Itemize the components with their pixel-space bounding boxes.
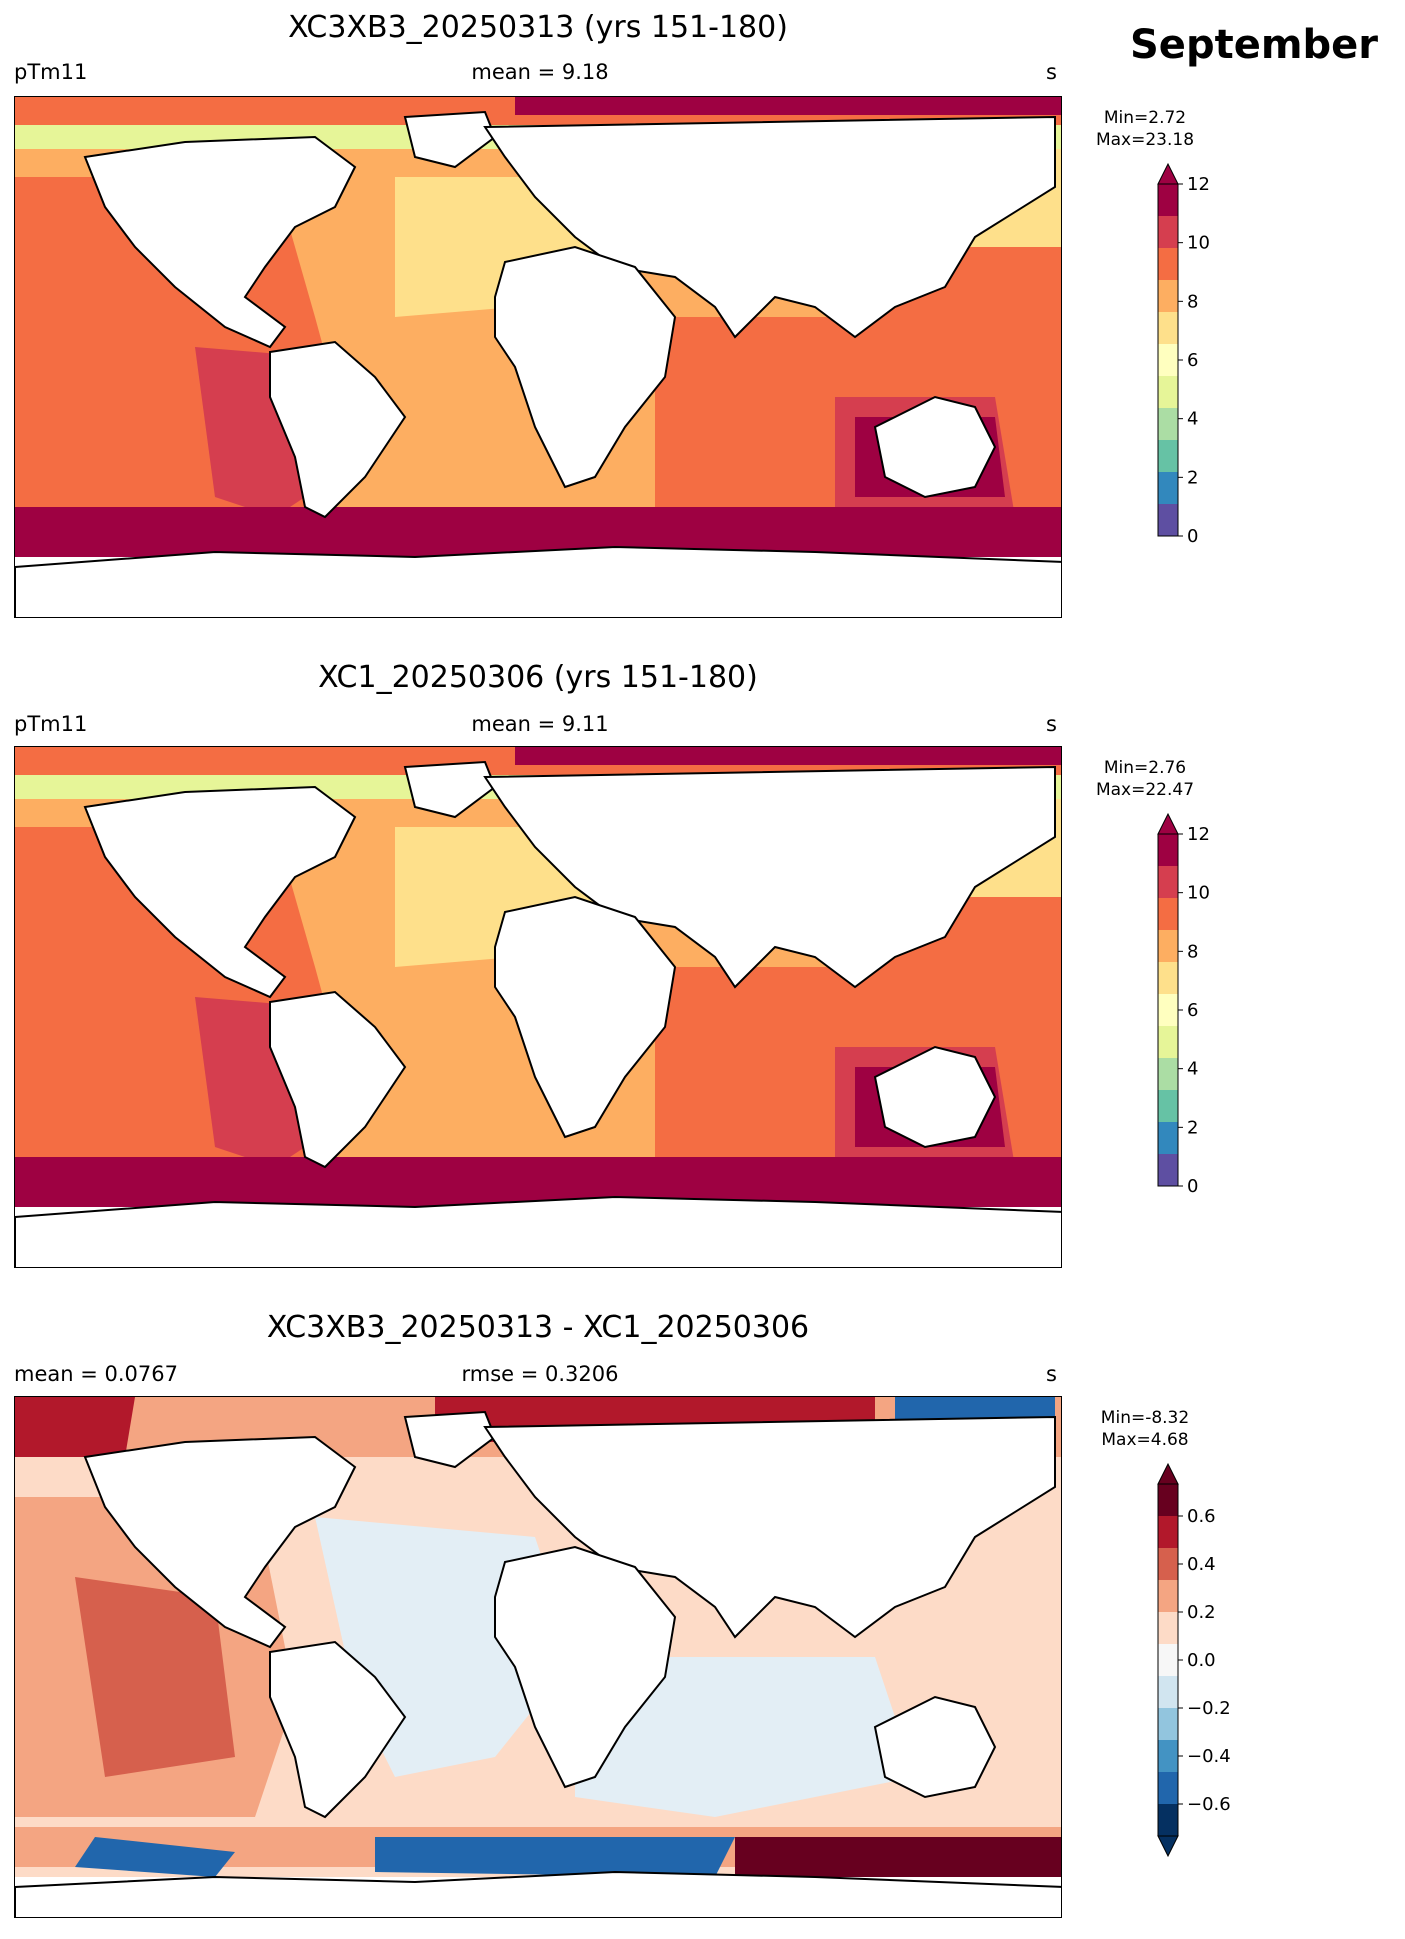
colorbar-level [1158, 1676, 1178, 1709]
panel-2-mean: mean = 9.11 [471, 712, 609, 736]
colorbar-tick-label: 4 [1187, 409, 1198, 430]
colorbar-tick-label: 6 [1187, 1000, 1198, 1021]
colorbar-extend-top [1157, 812, 1179, 835]
colorbar-level [1158, 248, 1178, 281]
colorbar-level [1158, 184, 1178, 217]
panel-2-variable: pTm11 [14, 712, 88, 736]
panel-3-map [14, 1396, 1062, 1918]
colorbar-tick-label: 0.6 [1187, 1506, 1216, 1527]
colorbar-extend-top [1157, 162, 1179, 185]
colorbar-level [1158, 1772, 1178, 1805]
colorbar-extend-top [1157, 1462, 1179, 1485]
panel-1-map [14, 96, 1062, 618]
colorbar-tick-label: 0 [1187, 1176, 1198, 1197]
colorbar-level [1158, 1122, 1178, 1155]
panel-3-title: XC3XB3_20250313 - XC1_20250306 [266, 1310, 810, 1345]
colorbar-level [1158, 312, 1178, 345]
panel-2-max: Max=22.47 [1095, 780, 1195, 800]
panel-3-rmse: rmse = 0.3206 [461, 1362, 619, 1386]
colorbar-level [1158, 898, 1178, 931]
panel-2-colorbar: 12 10 8 6 4 2 0 [1150, 810, 1290, 1210]
panel-1-min: Min=2.72 [1103, 108, 1187, 128]
colorbar-level [1158, 834, 1178, 867]
colorbar-level [1158, 866, 1178, 899]
colorbar-tick-label: −0.4 [1187, 1746, 1231, 1767]
colorbar-level [1158, 1804, 1178, 1837]
colorbar-level [1158, 994, 1178, 1027]
colorbar-level [1158, 1580, 1178, 1613]
panel-3-colorbar-svg: 0.6 0.4 0.2 0.0 −0.2 −0.4 −0.6 [1157, 1462, 1231, 1858]
colorbar-level [1158, 930, 1178, 963]
panel-1-max: Max=23.18 [1095, 130, 1195, 150]
colorbar-level [1158, 1154, 1178, 1187]
colorbar-tick-label: 0.4 [1187, 1554, 1216, 1575]
colorbar-level [1158, 1740, 1178, 1773]
colorbar-level [1158, 280, 1178, 313]
colorbar-tick-label: 0.2 [1187, 1602, 1216, 1623]
colorbar-tick-label: 4 [1187, 1059, 1198, 1080]
colorbar-tick-label: 8 [1187, 291, 1198, 312]
panel-1-colorbar: 12 10 8 6 4 2 0 [1150, 160, 1290, 560]
colorbar-level [1158, 376, 1178, 409]
colorbar-tick-label: 10 [1187, 233, 1210, 254]
colorbar-level [1158, 1708, 1178, 1741]
panel-2-colorbar-svg: 12 10 8 6 4 2 0 [1157, 812, 1210, 1197]
panel-2-map [14, 746, 1062, 1268]
colorbar-tick-label: 12 [1187, 824, 1210, 845]
colorbar-level [1158, 408, 1178, 441]
month-title: September [1130, 22, 1378, 68]
colorbar-tick-label: −0.2 [1187, 1698, 1231, 1719]
colorbar-level [1158, 504, 1178, 537]
panel-1-colorbar-svg: 12 10 8 6 4 2 0 [1157, 162, 1210, 547]
colorbar-tick-label: 6 [1187, 350, 1198, 371]
panel-1-mean: mean = 9.18 [471, 60, 609, 84]
panel-3-units: s [1046, 1362, 1057, 1386]
colorbar-level [1158, 1484, 1178, 1517]
colorbar-tick-label: 12 [1187, 174, 1210, 195]
panel-3-min: Min=-8.32 [1100, 1408, 1190, 1428]
panel-3-max: Max=4.68 [1101, 1430, 1189, 1450]
panel-1-units: s [1046, 60, 1057, 84]
colorbar-level [1158, 1548, 1178, 1581]
colorbar-level [1158, 1058, 1178, 1091]
panel-1-variable: pTm11 [14, 60, 88, 84]
colorbar-level [1158, 472, 1178, 505]
colorbar-level [1158, 1026, 1178, 1059]
panel-2-min: Min=2.76 [1103, 758, 1187, 778]
colorbar-tick-label: 0.0 [1187, 1650, 1216, 1671]
panel-1-title: XC3XB3_20250313 (yrs 151-180) [288, 10, 788, 45]
panel-3-mean: mean = 0.0767 [14, 1362, 178, 1386]
colorbar-level [1158, 440, 1178, 473]
colorbar-tick-label: 10 [1187, 883, 1210, 904]
colorbar-extend-bottom [1157, 1835, 1179, 1858]
colorbar-tick-label: 2 [1187, 1117, 1198, 1138]
colorbar-level [1158, 1612, 1178, 1645]
colorbar-level [1158, 962, 1178, 995]
colorbar-level [1158, 216, 1178, 249]
colorbar-level [1158, 1090, 1178, 1123]
colorbar-tick-label: −0.6 [1187, 1794, 1231, 1815]
colorbar-tick-label: 2 [1187, 467, 1198, 488]
colorbar-level [1158, 1516, 1178, 1549]
panel-3-colorbar: 0.6 0.4 0.2 0.0 −0.2 −0.4 −0.6 [1150, 1460, 1290, 1860]
panel-2-title: XC1_20250306 (yrs 151-180) [318, 660, 758, 695]
colorbar-tick-label: 8 [1187, 941, 1198, 962]
colorbar-tick-label: 0 [1187, 526, 1198, 547]
colorbar-level [1158, 1644, 1178, 1677]
panel-2-units: s [1046, 712, 1057, 736]
colorbar-level [1158, 344, 1178, 377]
